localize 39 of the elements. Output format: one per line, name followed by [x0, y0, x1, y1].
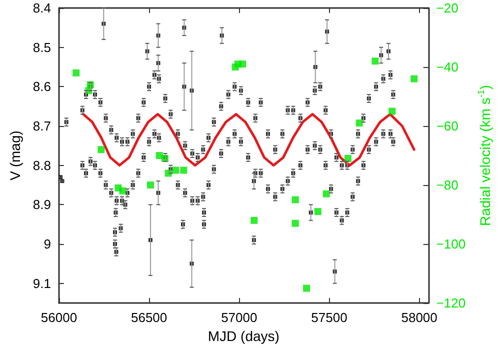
x-axis-title: MJD (days) — [208, 328, 280, 344]
point — [410, 75, 418, 82]
y2-axis-title: Radial velocity (km s-1) — [476, 84, 493, 226]
y-tick-label: 8.9 — [32, 197, 51, 212]
point — [292, 196, 299, 204]
point — [119, 187, 126, 194]
x-tick-label: 57000 — [221, 310, 258, 325]
point — [147, 182, 154, 188]
point — [98, 146, 105, 154]
y-tick-label: 9 — [44, 236, 51, 252]
point — [239, 60, 246, 68]
point — [180, 166, 188, 174]
y-tick-label: 8.7 — [32, 118, 51, 134]
y-tick-label: 8.6 — [32, 79, 51, 94]
point — [292, 220, 299, 227]
point — [372, 58, 379, 65]
y-tick-label: 8.5 — [32, 40, 51, 55]
y2-tick-label: −60 — [436, 118, 458, 134]
point — [356, 120, 363, 127]
y2-tick-label: −120 — [436, 296, 466, 310]
y-axis-title: V (mag) — [7, 130, 23, 180]
y-tick-label: 8.4 — [32, 0, 51, 16]
point — [322, 190, 330, 198]
y2-tick-label: −20 — [436, 0, 458, 16]
y2-tick-label: −100 — [436, 236, 466, 252]
y-tick-label: 8.8 — [32, 158, 51, 173]
point — [314, 208, 322, 216]
y2-tick-label: −40 — [436, 60, 458, 74]
point — [72, 69, 80, 76]
y2-tick-label: −80 — [436, 178, 458, 192]
y-tick-label: 9.1 — [32, 276, 51, 291]
x-tick-label: 58000 — [401, 310, 438, 325]
x-tick-label: 56500 — [130, 310, 168, 325]
point — [250, 216, 258, 224]
x-tick-label: 56000 — [40, 310, 78, 325]
point — [303, 284, 310, 292]
x-tick-label: 57500 — [311, 310, 348, 325]
point — [172, 166, 180, 174]
point — [388, 108, 396, 115]
